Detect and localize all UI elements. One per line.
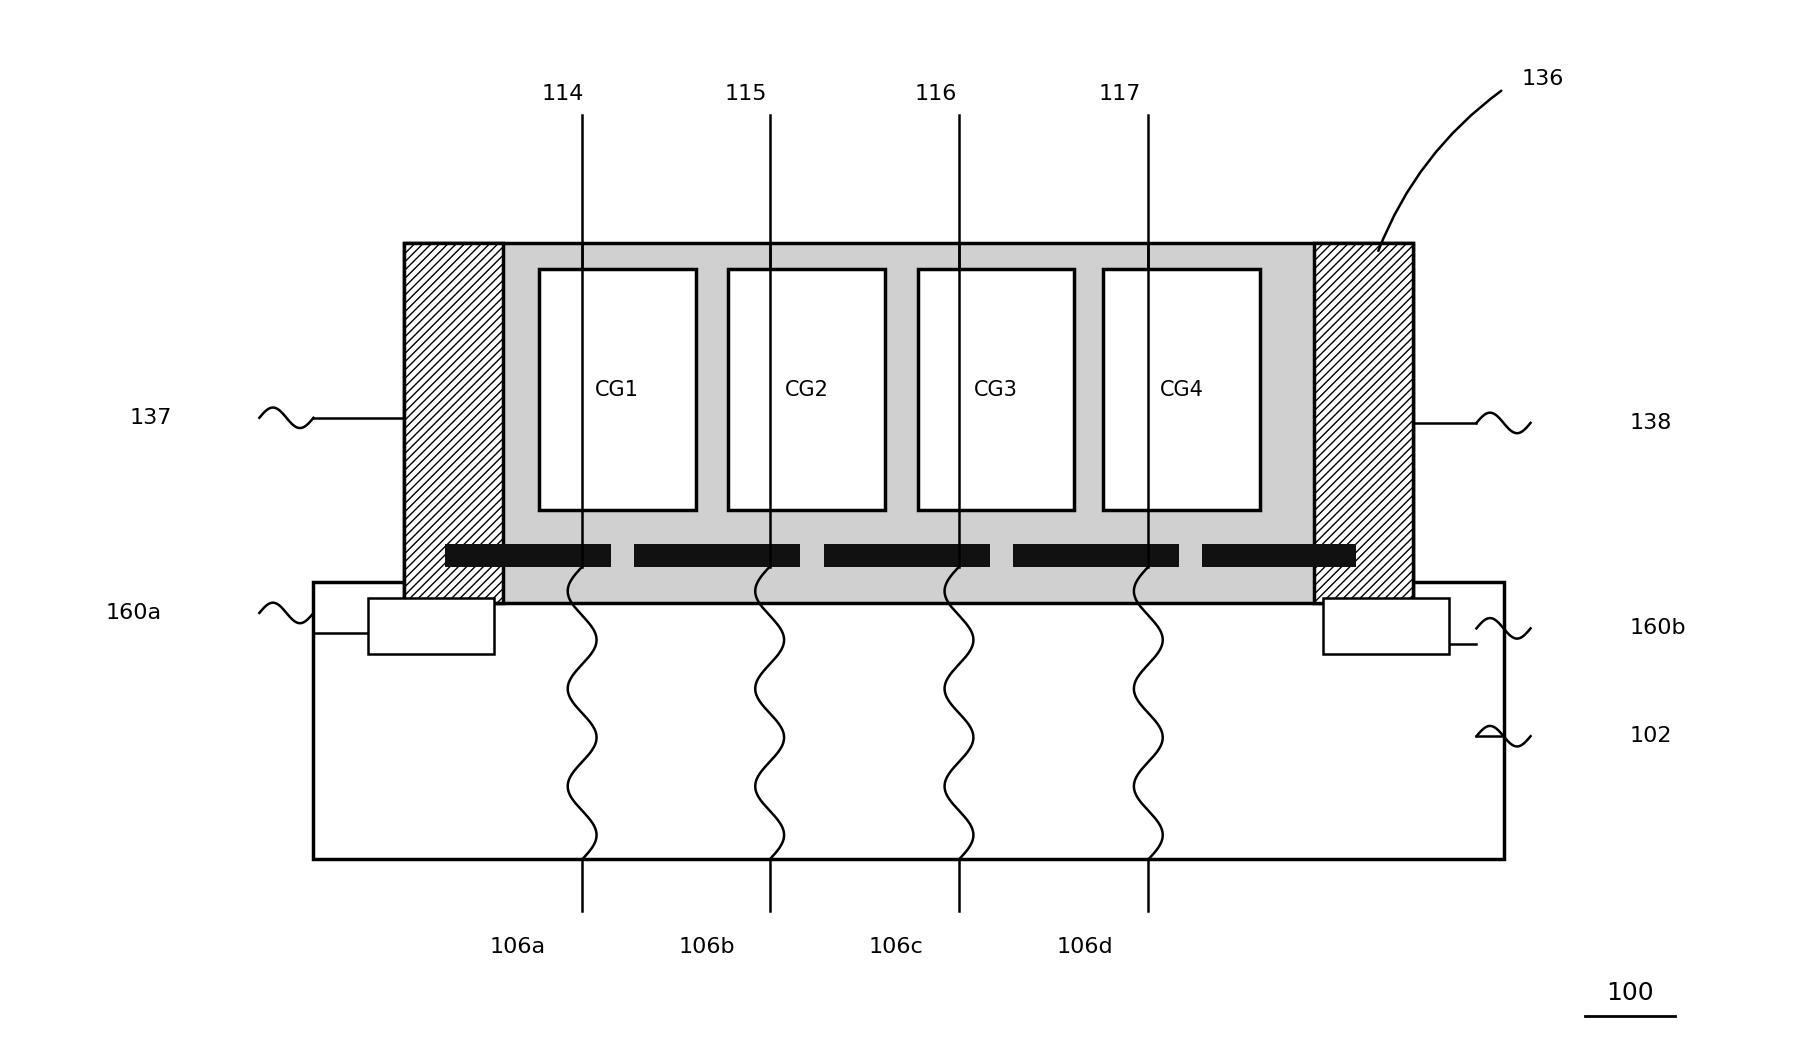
Bar (729, 269, 885, 510)
Text: 117: 117 (1097, 84, 1141, 104)
Text: 102: 102 (1630, 727, 1672, 746)
Bar (1103, 269, 1261, 510)
Bar (445, 544, 611, 566)
Bar (540, 269, 696, 510)
Text: 138: 138 (1630, 413, 1672, 433)
Text: CG3: CG3 (974, 380, 1018, 400)
Bar (1323, 598, 1450, 654)
Bar (403, 244, 503, 603)
Text: 160b: 160b (1630, 618, 1686, 638)
Bar (1314, 244, 1414, 603)
Bar (634, 544, 799, 566)
Text: 106a: 106a (489, 937, 545, 957)
Text: 106b: 106b (678, 937, 734, 957)
Bar (823, 544, 990, 566)
Text: 116: 116 (914, 84, 958, 104)
Text: CG4: CG4 (1159, 380, 1203, 400)
Text: 106c: 106c (869, 937, 923, 957)
Text: 115: 115 (725, 84, 767, 104)
Text: 137: 137 (131, 408, 173, 428)
Text: 160a: 160a (105, 603, 162, 623)
Text: CG1: CG1 (596, 380, 640, 400)
Bar (403, 244, 1414, 603)
Text: 136: 136 (1521, 69, 1564, 88)
Text: 100: 100 (1606, 981, 1653, 1005)
Bar (367, 598, 494, 654)
Bar (918, 269, 1074, 510)
Bar (314, 582, 1503, 860)
Bar (1203, 544, 1355, 566)
Text: 106d: 106d (1057, 937, 1114, 957)
Bar (1014, 544, 1179, 566)
Text: CG2: CG2 (785, 380, 829, 400)
Text: 114: 114 (541, 84, 583, 104)
